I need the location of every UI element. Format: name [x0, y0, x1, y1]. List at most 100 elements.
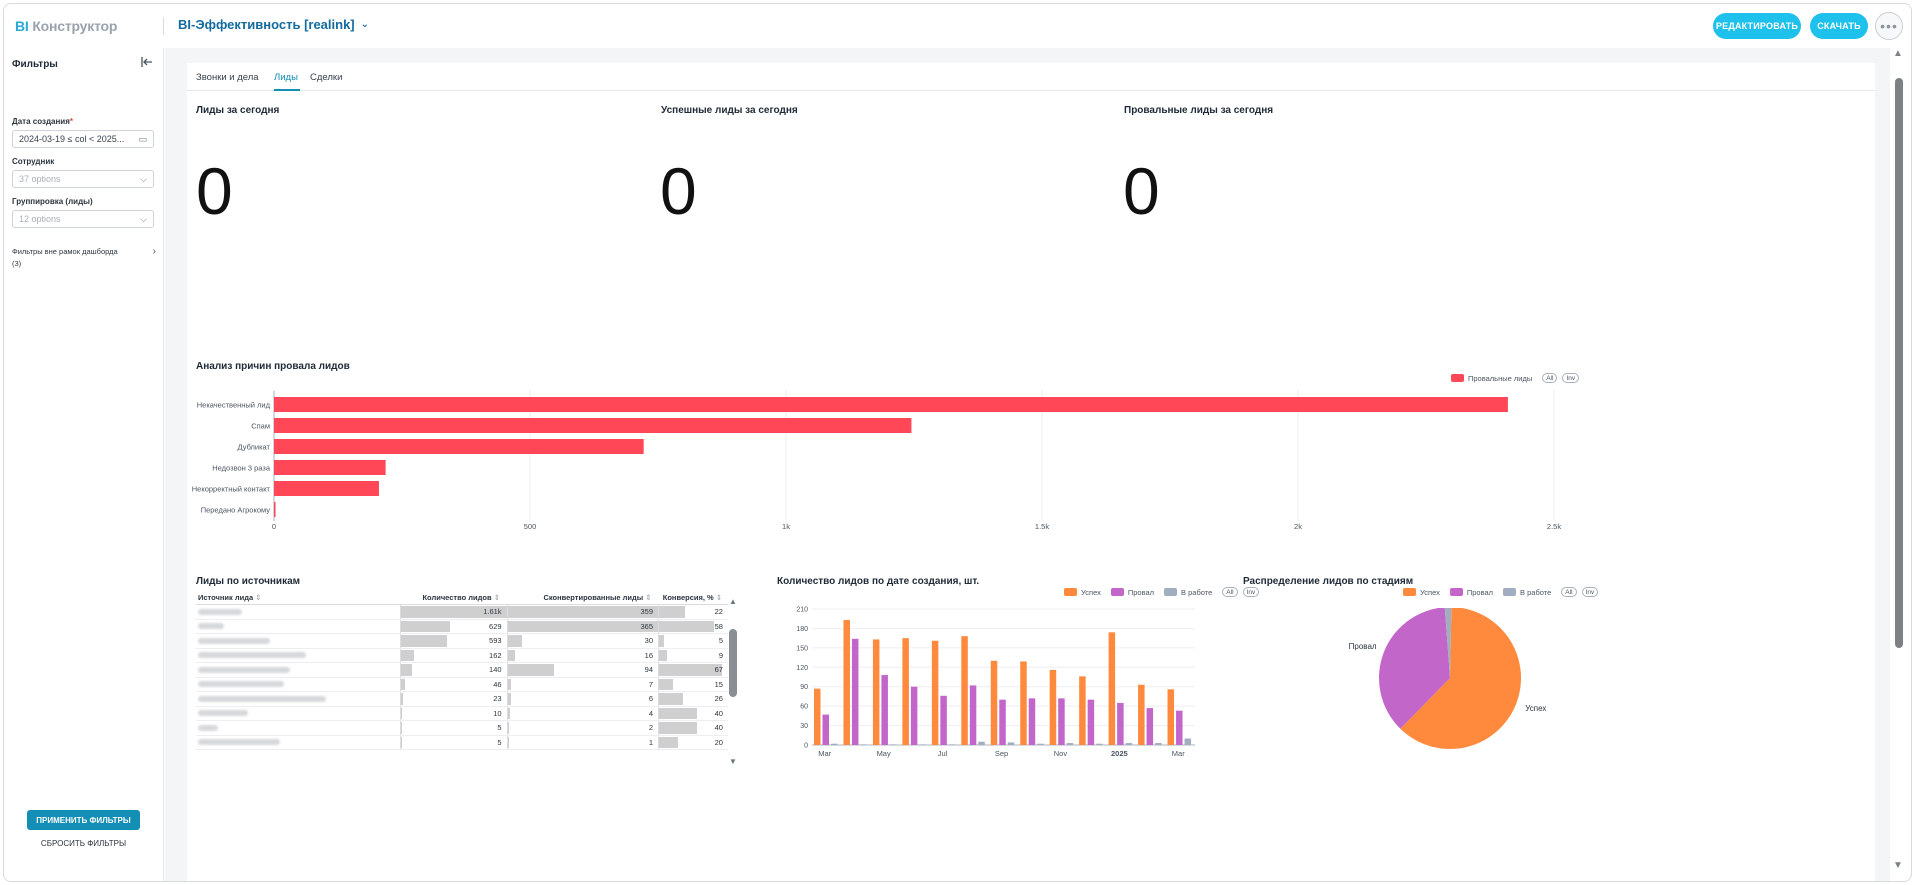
app-logo[interactable]: BI Конструктор: [15, 18, 117, 34]
cell-conversion: 40: [658, 706, 728, 720]
legend-item-fail[interactable]: Провал: [1110, 588, 1154, 597]
cell-count: 593: [399, 634, 507, 648]
employee-select[interactable]: 37 options ⌵: [12, 170, 154, 188]
legend-swatch: [1449, 588, 1463, 596]
legend-item-inwork[interactable]: В работе: [1503, 588, 1551, 597]
sources-table-title: Лиды по источникам: [196, 576, 301, 587]
scroll-up-icon[interactable]: ▲: [1893, 48, 1903, 59]
table-scrollbar[interactable]: ▲ ▼: [728, 597, 738, 767]
cell-conversion-value: 58: [714, 621, 723, 631]
date-bar: [969, 685, 977, 745]
cell-conversion-value: 26: [714, 694, 723, 704]
cell-converted-value: 7: [648, 679, 653, 689]
scroll-up-icon[interactable]: ▲: [729, 597, 737, 606]
cell-count: 140: [399, 663, 507, 677]
date-bar: [910, 686, 918, 745]
table-row[interactable]: 5 2 40: [196, 721, 728, 736]
x-tick-label: Sep: [995, 749, 1008, 758]
apply-filters-button[interactable]: ПРИМЕНИТЬ ФИЛЬТРЫ: [27, 810, 140, 830]
cell-count-value: 1.61k: [483, 607, 502, 617]
dashboard-title-dropdown[interactable]: BI-Эффективность [realink] ⌄: [178, 17, 369, 32]
cell-conversion-value: 22: [714, 607, 723, 617]
cell-converted-value: 359: [640, 607, 653, 617]
y-tick-label: 60: [800, 704, 808, 711]
page-scrollbar[interactable]: ▲ ▼: [1892, 48, 1906, 878]
cell-converted: 4: [506, 706, 658, 720]
table-row[interactable]: 162 16 9: [196, 648, 728, 663]
legend-label: В работе: [1520, 587, 1552, 597]
y-tick-label: 30: [800, 723, 808, 730]
tab-calls[interactable]: Звонки и дела: [196, 72, 259, 83]
table-row[interactable]: 1.61k 359 22: [196, 605, 728, 620]
table-row[interactable]: 140 94 67: [196, 663, 728, 678]
scroll-down-icon[interactable]: ▼: [729, 757, 737, 766]
col-header-source[interactable]: Источник лида ⇕: [198, 593, 262, 602]
col-header-conversion[interactable]: Конверсия, % ⇕: [662, 593, 722, 602]
legend-item-success[interactable]: Успех: [1403, 588, 1440, 597]
failure-chart-legend: Провальные лиды All Inv: [1451, 373, 1580, 383]
col-header-converted[interactable]: Сконвертированные лиды ⇕: [543, 593, 652, 602]
more-options-button[interactable]: •••: [1875, 12, 1903, 40]
pie-slice: [1379, 608, 1450, 729]
filter-employee-label: Сотрудник: [12, 157, 55, 166]
cell-conversion: 15: [658, 677, 728, 691]
legend-inv-button[interactable]: Inv: [1242, 587, 1260, 597]
kpi-title-leads-today: Лиды за сегодня: [196, 105, 280, 116]
tab-deals[interactable]: Сделки: [310, 72, 343, 83]
legend-item-fail[interactable]: Провал: [1449, 588, 1493, 597]
table-row[interactable]: 46 7 15: [196, 677, 728, 692]
cell-count: 5: [399, 721, 507, 735]
table-row[interactable]: 593 30 5: [196, 634, 728, 649]
x-tick-label: 1.5k: [1035, 522, 1049, 531]
download-button[interactable]: СКАЧАТЬ: [1810, 13, 1868, 39]
pie-label: Провал: [1349, 642, 1377, 651]
cell-bar: [507, 707, 510, 719]
tab-leads[interactable]: Лиды: [274, 72, 298, 83]
table-row[interactable]: 10 4 40: [196, 706, 728, 721]
date-bar: [1176, 710, 1183, 745]
legend-inv-button[interactable]: Inv: [1562, 373, 1580, 383]
redacted-text: [198, 710, 248, 717]
table-scroll-thumb[interactable]: [729, 629, 737, 697]
legend-inv-button[interactable]: Inv: [1581, 587, 1599, 597]
active-tab-indicator: [274, 89, 300, 91]
legend-item-inwork[interactable]: В работе: [1164, 588, 1212, 597]
legend-swatch: [1451, 374, 1464, 382]
cell-converted-value: 6: [648, 694, 653, 704]
cell-count: 162: [399, 648, 507, 662]
date-bar: [990, 660, 998, 745]
cell-bar: [400, 649, 414, 661]
cell-bar: [507, 678, 511, 690]
date-filter-field[interactable]: 2024-03-19 ≤ col < 2025... ▭: [12, 130, 154, 148]
cell-conversion-value: 5: [718, 636, 723, 646]
cell-bar: [659, 635, 664, 647]
col-header-count[interactable]: Количество лидов ⇕: [422, 593, 500, 602]
table-row[interactable]: 629 365 58: [196, 619, 728, 634]
failure-bar: [274, 460, 386, 475]
legend-all-button[interactable]: All: [1222, 587, 1238, 597]
table-row[interactable]: 5 1 20: [196, 735, 728, 750]
grouping-select[interactable]: 12 options ⌵: [12, 210, 154, 228]
failure-reasons-chart: 0 500 1k 1.5k 2k 2.5k Некачественный лид Спам Ду…: [192, 389, 1561, 531]
page-scroll-thumb[interactable]: [1895, 78, 1903, 648]
kpi-title-success-today: Успешные лиды за сегодня: [661, 105, 798, 116]
date-bar: [1125, 743, 1133, 745]
failure-bar: [274, 397, 1508, 412]
reset-filters-button[interactable]: СБРОСИТЬ ФИЛЬТРЫ: [40, 838, 127, 848]
outside-filters-link[interactable]: Фильтры вне рамок дашборда (3) ›: [12, 246, 156, 270]
outside-filters-label: Фильтры вне рамок дашборда (3): [12, 247, 118, 268]
table-row[interactable]: 23 6 26: [196, 692, 728, 707]
legend-item-failed[interactable]: Провальные лиды: [1451, 374, 1532, 383]
stage-pie-chart: Успех Провал: [1349, 608, 1546, 749]
legend-all-button[interactable]: All: [1561, 587, 1577, 597]
cell-bar: [400, 678, 405, 690]
cell-count: 46: [399, 677, 507, 691]
legend-item-success[interactable]: Успех: [1064, 588, 1101, 597]
collapse-sidebar-icon[interactable]: [141, 56, 153, 70]
x-tick-label: 500: [524, 522, 537, 531]
edit-button[interactable]: РЕДАКТИРОВАТЬ: [1713, 13, 1801, 39]
legend-all-button[interactable]: All: [1542, 373, 1558, 383]
legend-swatch: [1110, 588, 1124, 596]
redacted-text: [198, 608, 242, 615]
scroll-down-icon[interactable]: ▼: [1893, 860, 1903, 871]
